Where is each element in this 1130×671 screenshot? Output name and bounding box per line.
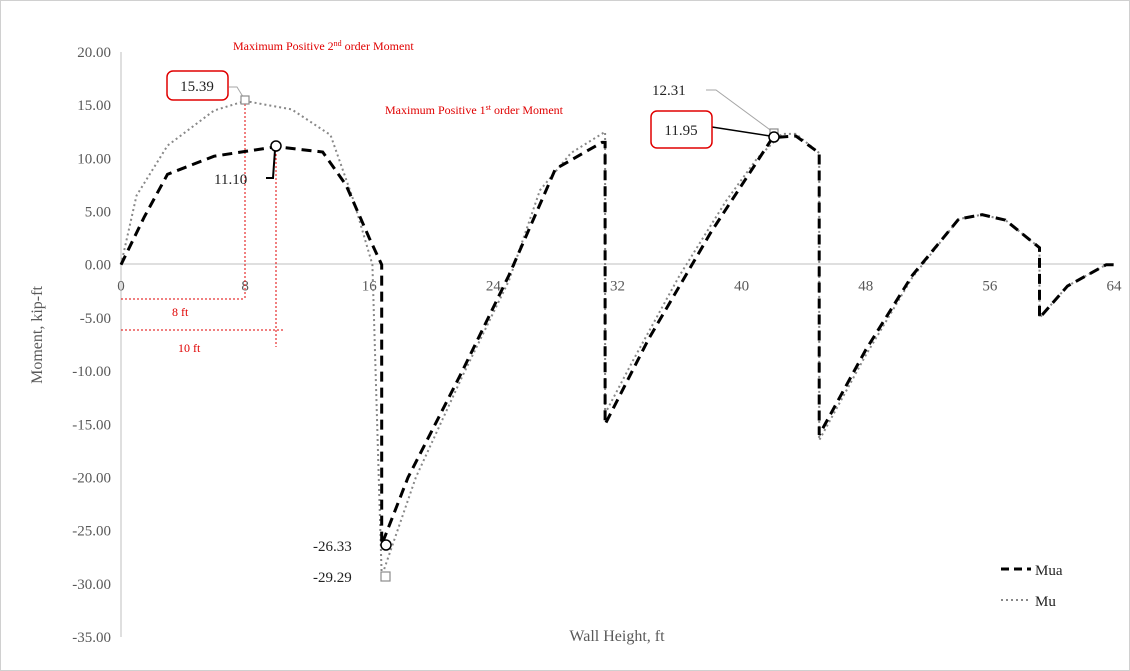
y-tick-labels: 20.00 15.00 10.00 5.00 0.00 -5.00 -10.00 -15.00… [72, 45, 111, 646]
y-tick-label: 15.00 [77, 98, 111, 114]
dim-10ft-label: 10 ft [178, 341, 201, 355]
x-tick-label: 32 [610, 279, 625, 295]
box-15-39 [166, 70, 229, 101]
y-tick-label: -5.00 [80, 311, 111, 327]
annotation-2nd-sup: nd [334, 39, 342, 48]
x-tick-label: 48 [858, 279, 873, 295]
y-tick-label: 10.00 [77, 151, 111, 167]
x-tick-label: 56 [982, 279, 998, 295]
y-tick-label: -20.00 [72, 470, 111, 486]
y-tick-label: -35.00 [72, 630, 111, 646]
x-axis-title: Wall Height, ft [569, 628, 665, 645]
label-11-10: 11.10 [214, 172, 247, 188]
y-tick-label: 0.00 [85, 258, 111, 274]
x-tick-label: 16 [362, 279, 378, 295]
y-tick-label: -15.00 [72, 417, 111, 433]
x-tick-label: 40 [734, 279, 749, 295]
annotation-2nd-post: order Moment [342, 39, 415, 53]
leader-12-31 [706, 89, 774, 133]
y-tick-label: 20.00 [77, 45, 111, 61]
x-tick-label: 64 [1107, 279, 1123, 295]
leader-11-95 [711, 126, 771, 137]
annotation-1st-post: order Moment [491, 103, 564, 117]
dimension-lines [121, 100, 283, 347]
x-tick-label: 8 [241, 279, 249, 295]
y-tick-label: 5.00 [85, 205, 111, 221]
label-15-39: 15.39 [180, 79, 214, 95]
x-tick-label: 0 [117, 279, 125, 295]
label-11-95: 11.95 [664, 123, 697, 139]
x-tick-labels: 0 8 16 24 32 40 48 56 64 [117, 279, 1122, 295]
y-tick-label: -10.00 [72, 364, 111, 380]
leader-11-10 [266, 149, 276, 179]
legend-label-mua: Mua [1035, 563, 1063, 579]
marker-mu-min [380, 571, 391, 582]
marker-mu-max-pos [240, 95, 250, 105]
marker-mua-11-95 [768, 131, 780, 143]
legend: Mua Mu [1001, 563, 1063, 610]
annotation-max-positive-2nd: Maximum Positive 2nd order Moment [233, 39, 414, 54]
label-neg-26-33: -26.33 [313, 539, 352, 555]
series-line-mua [119, 134, 1114, 546]
label-neg-29-29: -29.29 [313, 570, 352, 586]
box-11-95 [650, 110, 713, 149]
leader-lines [229, 86, 774, 179]
y-axis-title: Moment, kip-ft [29, 286, 46, 384]
annotation-1st-sup: st [486, 103, 492, 112]
y-tick-label: -30.00 [72, 577, 111, 593]
annotation-1st-pre: Maximum Positive 1 [385, 103, 486, 117]
label-12-31: 12.31 [652, 83, 686, 99]
x-tick-label: 24 [486, 279, 502, 295]
legend-label-mu: Mu [1035, 594, 1056, 610]
marker-mua-max-pos [270, 140, 282, 152]
dim-8ft-label: 8 ft [172, 305, 189, 319]
marker-mua-min [380, 539, 392, 551]
y-tick-label: -25.00 [72, 524, 111, 540]
annotation-max-positive-1st: Maximum Positive 1st order Moment [385, 103, 564, 118]
series-line-mu [120, 99, 1114, 577]
annotation-2nd-pre: Maximum Positive 2 [233, 39, 334, 53]
